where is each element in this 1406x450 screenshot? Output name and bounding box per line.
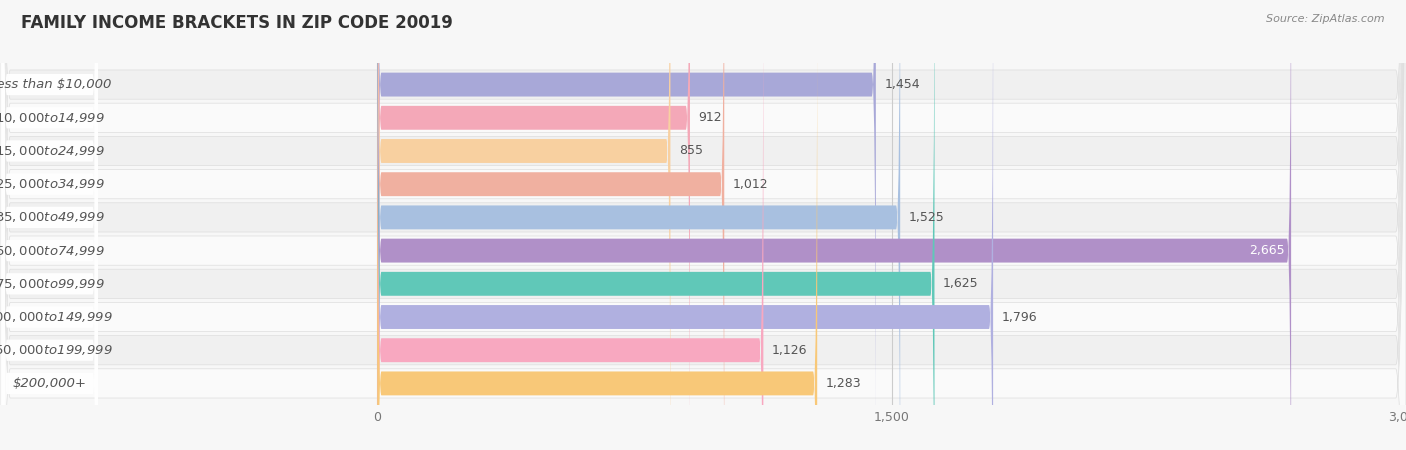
FancyBboxPatch shape xyxy=(1,0,98,450)
Text: $10,000 to $14,999: $10,000 to $14,999 xyxy=(0,111,104,125)
Text: 1,796: 1,796 xyxy=(1001,310,1038,324)
FancyBboxPatch shape xyxy=(377,0,900,450)
FancyBboxPatch shape xyxy=(377,0,876,450)
FancyBboxPatch shape xyxy=(377,0,1291,450)
FancyBboxPatch shape xyxy=(1,0,98,450)
Text: 1,126: 1,126 xyxy=(772,344,807,357)
Text: $35,000 to $49,999: $35,000 to $49,999 xyxy=(0,211,104,225)
Text: $75,000 to $99,999: $75,000 to $99,999 xyxy=(0,277,104,291)
Text: 1,625: 1,625 xyxy=(943,277,979,290)
Text: 1,454: 1,454 xyxy=(884,78,920,91)
FancyBboxPatch shape xyxy=(1,0,98,450)
Text: $50,000 to $74,999: $50,000 to $74,999 xyxy=(0,243,104,257)
FancyBboxPatch shape xyxy=(377,0,817,450)
FancyBboxPatch shape xyxy=(1,0,98,450)
FancyBboxPatch shape xyxy=(377,0,763,450)
FancyBboxPatch shape xyxy=(377,0,690,450)
FancyBboxPatch shape xyxy=(1,0,98,450)
FancyBboxPatch shape xyxy=(377,0,993,450)
Text: 1,525: 1,525 xyxy=(908,211,945,224)
Text: $15,000 to $24,999: $15,000 to $24,999 xyxy=(0,144,104,158)
FancyBboxPatch shape xyxy=(1,0,98,450)
FancyBboxPatch shape xyxy=(1,0,98,450)
Text: $150,000 to $199,999: $150,000 to $199,999 xyxy=(0,343,112,357)
Text: FAMILY INCOME BRACKETS IN ZIP CODE 20019: FAMILY INCOME BRACKETS IN ZIP CODE 20019 xyxy=(21,14,453,32)
FancyBboxPatch shape xyxy=(377,0,935,450)
Text: 1,012: 1,012 xyxy=(733,178,769,191)
FancyBboxPatch shape xyxy=(1,0,98,450)
FancyBboxPatch shape xyxy=(1,0,98,450)
Text: 855: 855 xyxy=(679,144,703,158)
Text: $25,000 to $34,999: $25,000 to $34,999 xyxy=(0,177,104,191)
Text: 1,283: 1,283 xyxy=(825,377,862,390)
Text: 912: 912 xyxy=(699,111,723,124)
FancyBboxPatch shape xyxy=(377,0,724,450)
FancyBboxPatch shape xyxy=(377,0,671,450)
Text: Less than $10,000: Less than $10,000 xyxy=(0,78,111,91)
Text: Source: ZipAtlas.com: Source: ZipAtlas.com xyxy=(1267,14,1385,23)
FancyBboxPatch shape xyxy=(1,0,98,450)
Text: $100,000 to $149,999: $100,000 to $149,999 xyxy=(0,310,112,324)
Text: $200,000+: $200,000+ xyxy=(13,377,87,390)
Text: 2,665: 2,665 xyxy=(1249,244,1284,257)
